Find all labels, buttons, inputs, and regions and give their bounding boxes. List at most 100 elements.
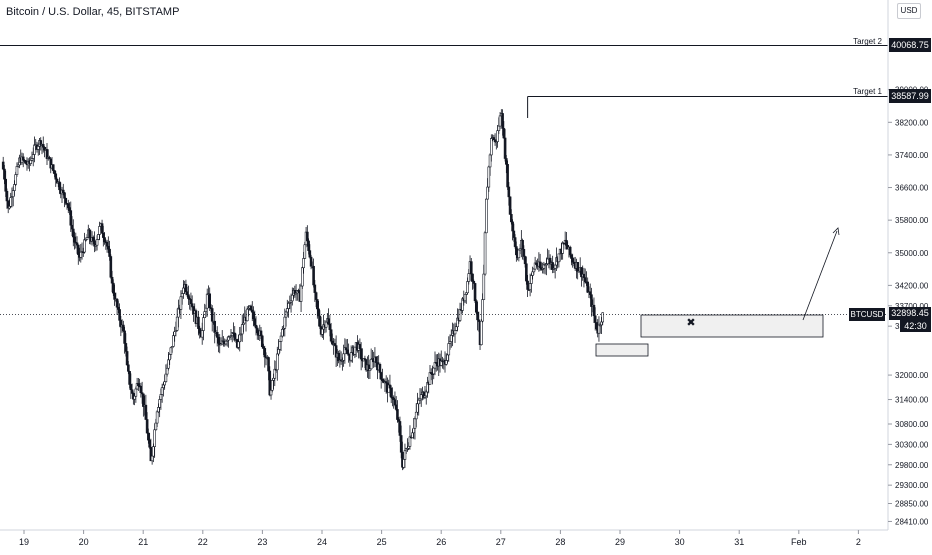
candle-body [115, 298, 119, 308]
x-tick-label: 26 [436, 537, 446, 547]
candle-body [411, 432, 414, 438]
candle-body [590, 294, 593, 307]
candle-body [444, 360, 448, 365]
candle-body [432, 367, 436, 375]
x-tick-label: 2 [856, 537, 861, 547]
candle-body [145, 419, 149, 434]
candle-body [157, 407, 160, 413]
candle-body [446, 354, 449, 361]
candle-body [349, 352, 353, 361]
y-tick-label: 28850.00 [895, 500, 929, 509]
y-tick-label: 38200.00 [895, 118, 929, 127]
candle-body [286, 308, 289, 313]
y-tick-label: 28410.00 [895, 517, 929, 526]
candle-body [328, 323, 332, 330]
candle-body [158, 399, 161, 408]
candle-body [379, 372, 383, 380]
candle-body [447, 343, 451, 356]
candle-body [309, 256, 313, 267]
candle-body [546, 258, 549, 264]
overlays-layer: ✖ [0, 45, 888, 329]
candle-body [419, 394, 423, 400]
candle-body [125, 351, 129, 366]
candle-body [471, 273, 474, 282]
candle-body [13, 184, 16, 191]
candle-body [172, 335, 175, 347]
candle-body [75, 242, 79, 246]
candle-body [490, 138, 493, 156]
candle-body [416, 403, 419, 413]
candle-body [482, 273, 486, 300]
candle-body [245, 308, 249, 322]
candle-body [240, 324, 244, 335]
candle-body [417, 399, 421, 405]
candle-body [369, 358, 373, 370]
candle-body [424, 391, 428, 397]
candle-body [469, 261, 473, 275]
candle-body [399, 435, 403, 453]
candle-body [513, 237, 517, 247]
candle-body [31, 154, 35, 159]
candle-body [278, 341, 282, 350]
candle-body [122, 324, 125, 332]
x-tick-label: Feb [791, 537, 807, 547]
demand-zone-large [640, 314, 824, 338]
candle-body [576, 262, 579, 272]
candle-body [88, 229, 91, 238]
target-1-price-tag: 38587.99 [889, 89, 931, 103]
candle-body [506, 164, 509, 188]
candle-body [317, 308, 320, 317]
candle-body [472, 281, 476, 284]
candle-body [92, 237, 95, 241]
candle-body [153, 429, 156, 447]
y-tick-label: 30800.00 [895, 420, 929, 429]
candle-body [252, 311, 255, 320]
candle-body [557, 253, 561, 263]
candle-body [180, 293, 184, 298]
candle-body [83, 239, 86, 253]
x-tick-label: 31 [734, 537, 744, 547]
y-tick-label: 36600.00 [895, 184, 929, 193]
candle-body [571, 258, 574, 263]
candle-body [15, 166, 19, 175]
candle-body [526, 280, 529, 290]
candle-body [103, 237, 106, 243]
candle-body [454, 326, 458, 331]
candle-body [503, 137, 507, 159]
current-price-tag: 32898.45 [889, 307, 931, 320]
candle-body [109, 256, 113, 278]
candle-body [164, 373, 168, 382]
candle-body [476, 311, 479, 321]
x-tick-label: 20 [79, 537, 89, 547]
candle-body [184, 284, 188, 293]
candle-body [568, 246, 572, 256]
candle-body [474, 300, 478, 313]
candle-body [279, 335, 283, 342]
candle-body [327, 318, 330, 325]
candle-body [167, 359, 170, 369]
candle-body [321, 328, 324, 335]
candle-body [253, 318, 257, 326]
candle-body [237, 341, 240, 348]
currency-button[interactable]: USD [897, 3, 921, 19]
candle-body [324, 321, 328, 328]
candle-body [378, 363, 382, 373]
candle-body [449, 335, 453, 342]
candle-body [314, 292, 318, 300]
candle-body [453, 330, 457, 335]
candle-body [179, 296, 183, 310]
candle-body [173, 331, 176, 336]
candle-body [139, 385, 143, 393]
candle-body [497, 125, 501, 131]
candle-body [213, 320, 217, 333]
candle-body [198, 328, 201, 334]
candle-body [396, 409, 399, 420]
candle-body [346, 349, 349, 355]
candle-body [165, 367, 169, 375]
candle-body [189, 299, 193, 304]
candle-body [185, 291, 189, 296]
candle-body [215, 332, 219, 338]
candle-body [118, 309, 121, 321]
